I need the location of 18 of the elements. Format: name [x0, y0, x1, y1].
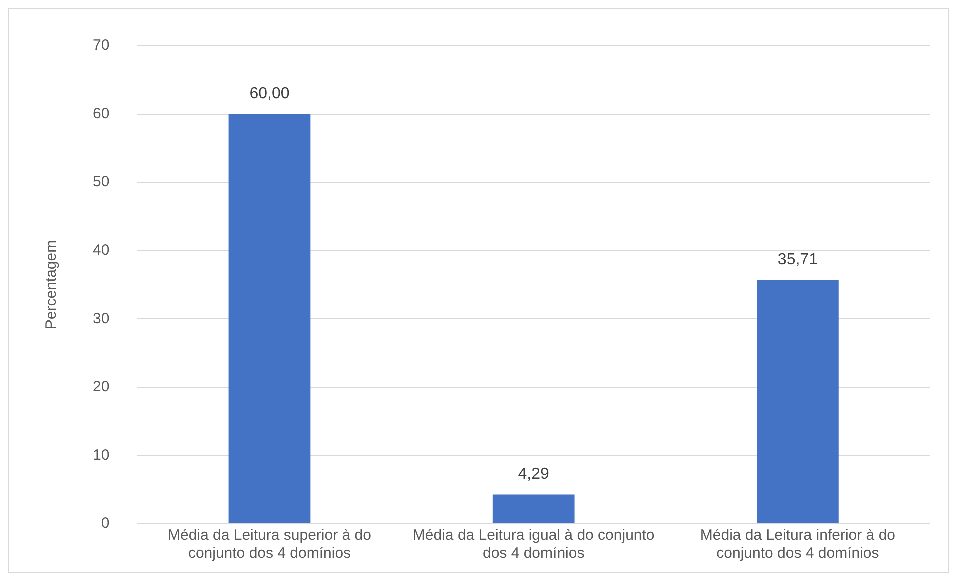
y-tick-label: 10 — [92, 446, 110, 464]
y-tick-label: 50 — [92, 174, 110, 191]
bar — [757, 280, 839, 524]
y-tick-label: 0 — [101, 515, 110, 532]
bar — [228, 114, 311, 524]
data-label: 4,29 — [518, 466, 550, 484]
x-tick-label: Média da Leitura inferior à do conjunto dos 4 domínios — [700, 527, 896, 562]
x-tick-label: Média da Leitura superior à do conjunto dos 4 domínios — [168, 527, 372, 562]
y-axis-title: Percentagem — [43, 240, 60, 330]
data-label: 35,71 — [778, 252, 818, 269]
y-tick-label: 40 — [92, 242, 110, 259]
y-tick-label: 20 — [92, 378, 110, 396]
data-label: 60,00 — [250, 86, 290, 103]
x-tick-label: Média da Leitura igual à do conjunto dos 4 domínios — [412, 527, 655, 562]
bar — [492, 494, 575, 524]
y-tick-label: 70 — [92, 37, 110, 54]
y-tick-label: 60 — [92, 105, 110, 122]
y-tick-label: 30 — [92, 310, 110, 328]
